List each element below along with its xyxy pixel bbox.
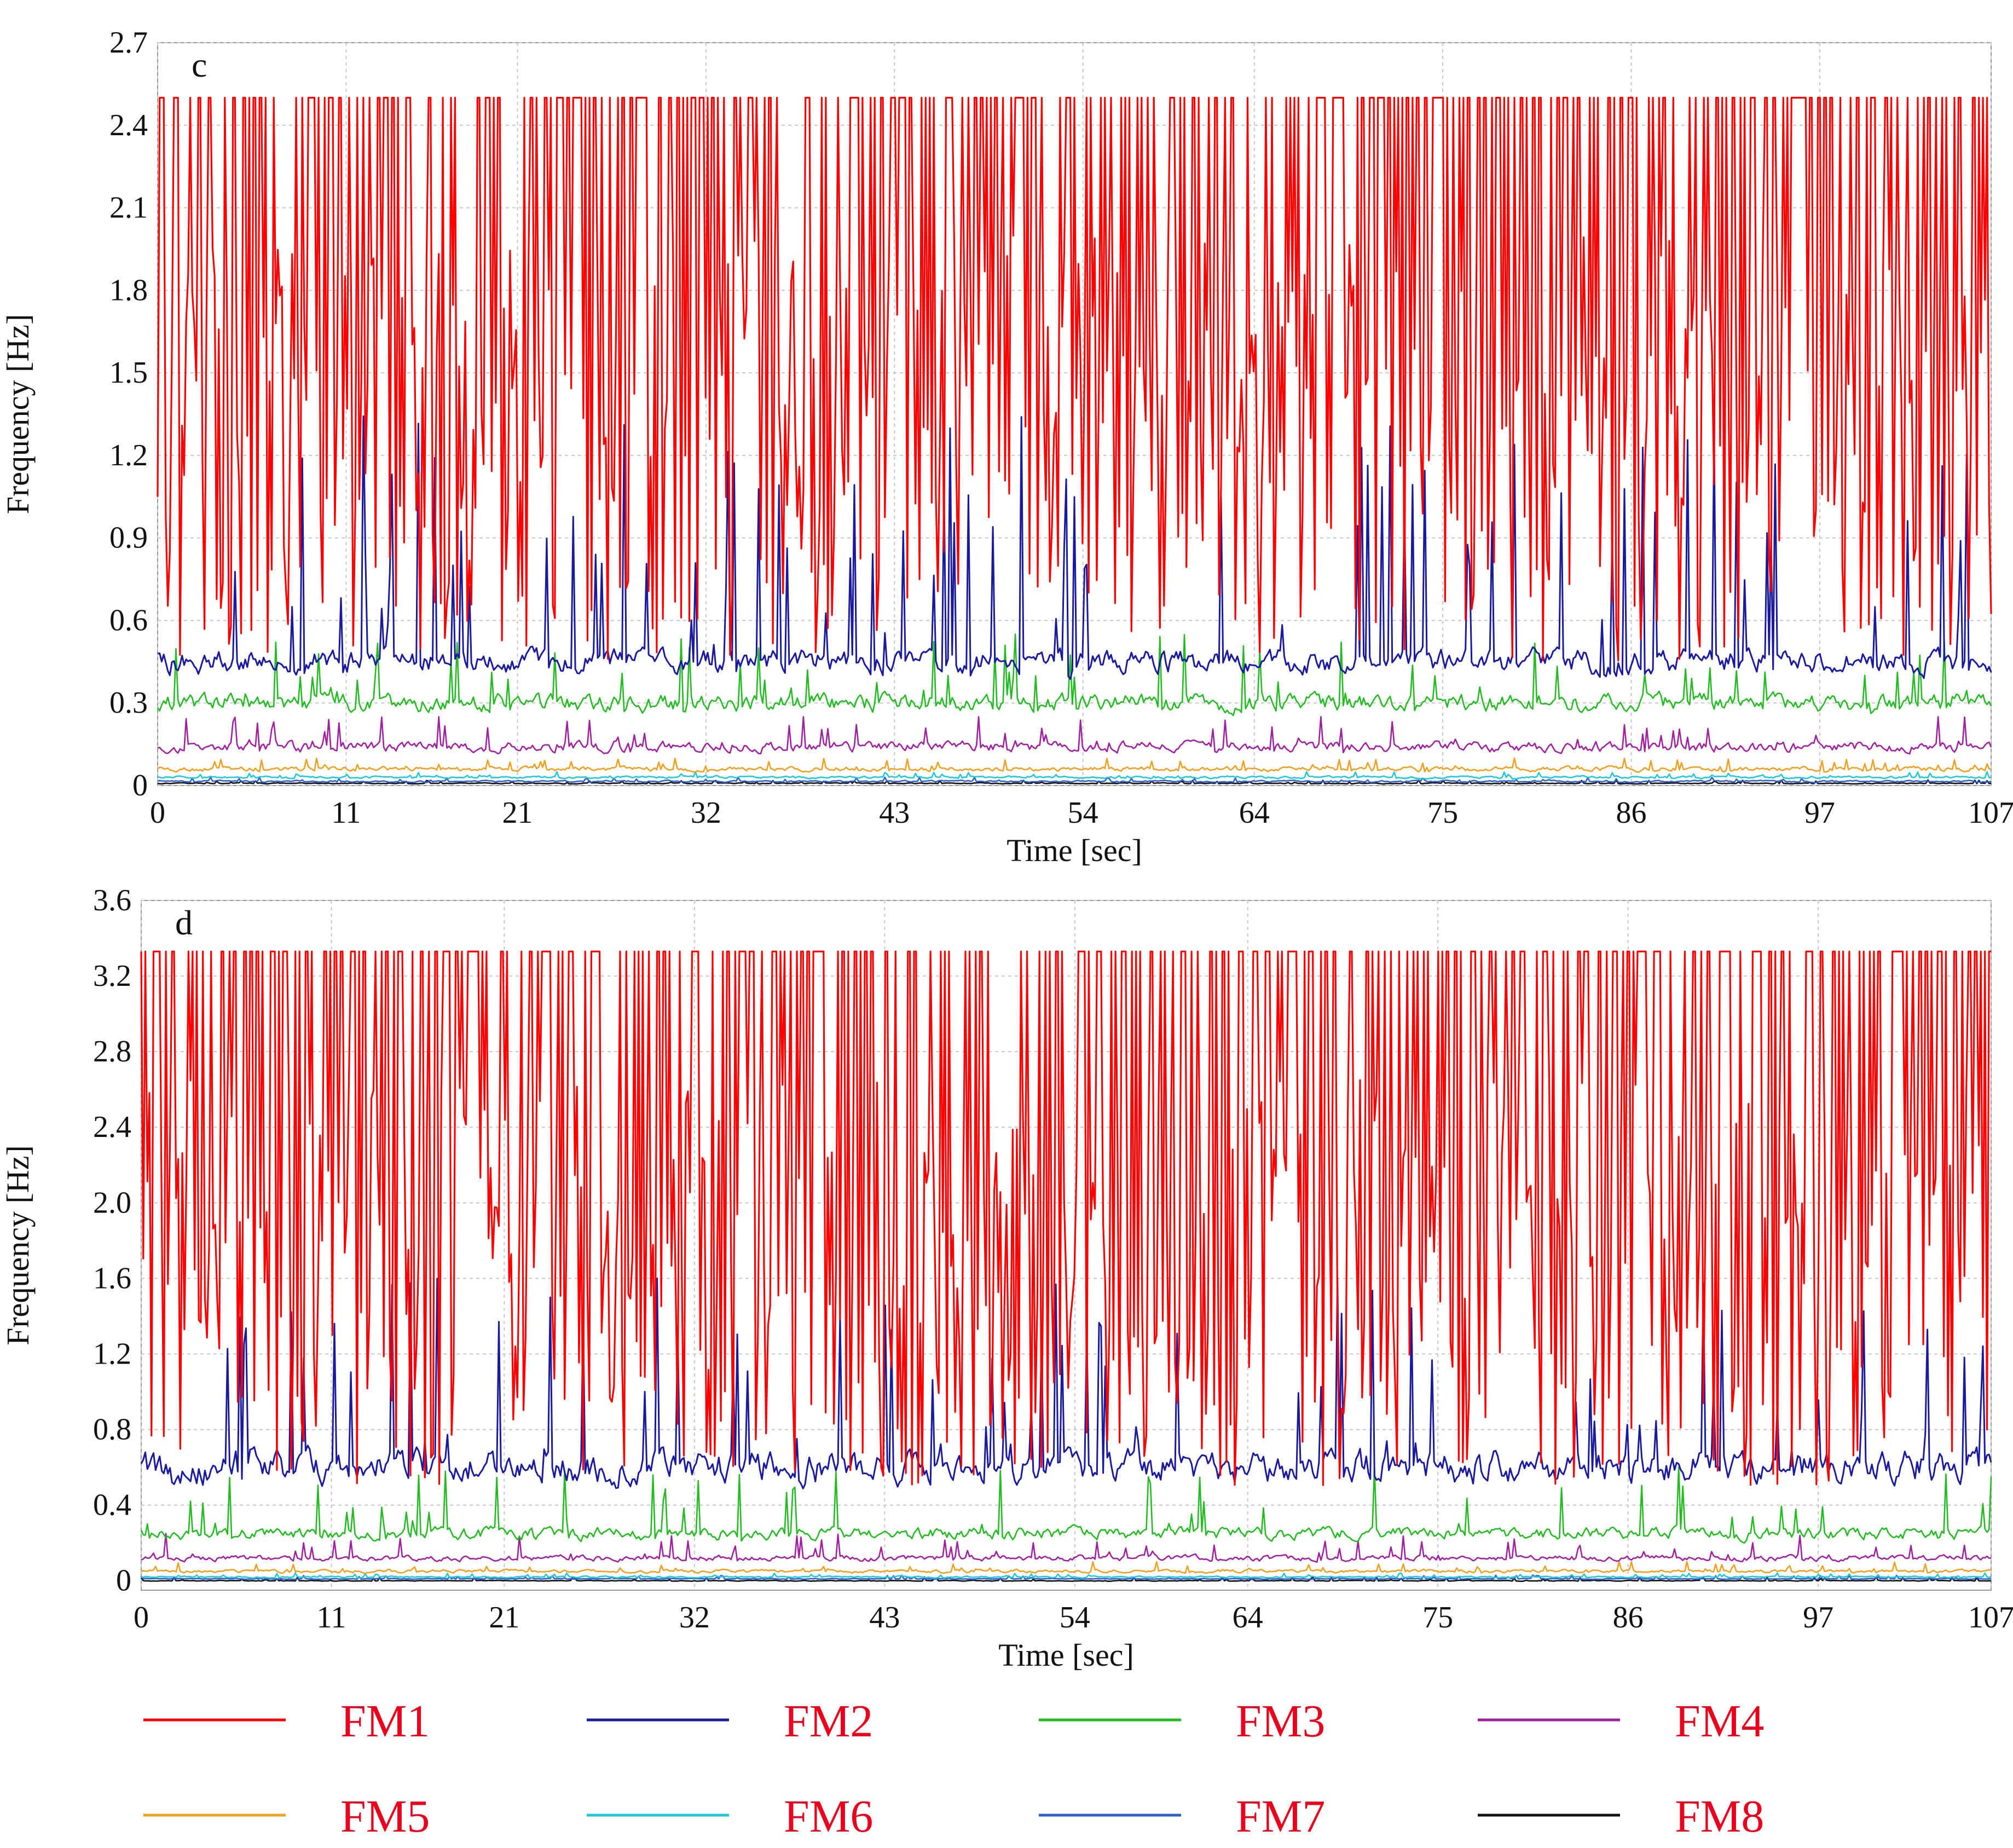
legend: FM1 FM2 FM3 FM4 FM5 FM6 FM7 FM8 (143, 1696, 1764, 1842)
x-tick-label: 32 (691, 796, 721, 830)
series-line-fm4 (141, 1533, 1992, 1563)
x-tick-label: 21 (489, 1601, 519, 1635)
y-tick-label: 0 (116, 1564, 131, 1598)
series-line-fm1 (140, 950, 1991, 1486)
x-tick-label: 54 (1068, 796, 1098, 830)
legend-label-fm7: FM7 (1236, 1791, 1325, 1842)
x-tick-label: 97 (1803, 1601, 1833, 1635)
panel-c: 0 11 21 32 43 54 64 75 86 97 107 0 0.3 0.6 0.9 1.2 1.5 1.… (0, 26, 2013, 868)
y-tick-label: 1.8 (109, 273, 148, 307)
x-tick-label: 43 (869, 1601, 900, 1635)
x-tick-label: 75 (1427, 796, 1458, 830)
legend-label-fm3: FM3 (1236, 1696, 1325, 1747)
y-tick-label: 1.2 (109, 438, 148, 472)
y-tick-label: 2.7 (109, 26, 148, 60)
panel-label: d (175, 903, 193, 942)
y-axis-label: Frequency [Hz] (0, 1145, 36, 1345)
series-line-fm5 (157, 757, 1992, 773)
y-tick-label: 3.6 (93, 883, 131, 917)
panel-label: c (192, 45, 207, 84)
legend-label-fm5: FM5 (340, 1791, 430, 1842)
panel-d: 0 11 21 32 43 54 64 75 86 97 107 0 0.4 0.8 1.2 1.6 2.0 2.… (0, 883, 2013, 1673)
x-tick-label: 107 (1968, 1601, 2013, 1635)
y-tick-label: 1.6 (93, 1261, 131, 1295)
x-tick-label: 21 (502, 796, 533, 830)
series-line-fm8 (140, 1576, 1992, 1583)
series-line-fm2 (140, 1277, 1992, 1489)
y-tick-label: 1.5 (109, 356, 148, 390)
x-tick-label: 32 (679, 1601, 710, 1635)
y-tick-label: 2.8 (93, 1035, 131, 1069)
y-axis-label: Frequency [Hz] (0, 314, 36, 515)
y-tick-label: 0.6 (109, 603, 148, 637)
legend-label-fm8: FM8 (1675, 1791, 1764, 1842)
x-tick-label: 75 (1422, 1601, 1453, 1635)
y-tick-label: 0.3 (109, 686, 148, 720)
x-tick-label: 11 (317, 1601, 346, 1635)
x-tick-label: 64 (1233, 1601, 1263, 1635)
y-tick-label: 1.2 (93, 1337, 131, 1371)
legend-label-fm6: FM6 (784, 1791, 873, 1842)
x-tick-label: 54 (1060, 1601, 1090, 1635)
y-tick-label: 0.4 (93, 1488, 131, 1522)
legend-label-fm4: FM4 (1675, 1696, 1764, 1747)
x-tick-label: 0 (134, 1601, 149, 1635)
x-tick-label: 107 (1968, 796, 2013, 830)
x-axis-label: Time [sec] (1007, 833, 1142, 868)
x-tick-label: 43 (879, 796, 910, 830)
legend-label-fm1: FM1 (340, 1696, 430, 1747)
y-tick-label: 2.4 (109, 108, 148, 142)
series-line-fm1 (157, 96, 1992, 662)
y-tick-label: 0.8 (93, 1413, 131, 1447)
y-tick-label: 2.4 (93, 1110, 131, 1144)
series-line-fm3 (140, 1466, 1992, 1544)
series-line-fm3 (157, 633, 1992, 717)
x-tick-label: 86 (1616, 796, 1647, 830)
x-tick-label: 64 (1239, 796, 1270, 830)
x-tick-label: 11 (331, 796, 361, 830)
series-line-fm5 (141, 1561, 1992, 1574)
legend-label-fm2: FM2 (784, 1696, 873, 1747)
x-tick-label: 0 (150, 796, 165, 830)
series-line-fm6 (157, 771, 1992, 780)
y-tick-label: 0.9 (109, 521, 148, 555)
y-tick-label: 0 (132, 769, 148, 802)
y-tick-label: 3.2 (93, 959, 131, 993)
series-line-fm7 (157, 776, 1992, 783)
y-tick-label: 2.1 (109, 191, 148, 225)
series-line-fm2 (157, 415, 1992, 680)
x-tick-label: 86 (1613, 1601, 1644, 1635)
series-line-fm8 (157, 779, 1992, 785)
x-tick-label: 97 (1804, 796, 1835, 830)
x-axis-label: Time [sec] (998, 1637, 1134, 1673)
y-tick-label: 2.0 (93, 1186, 131, 1220)
series-line-fm6 (141, 1572, 1992, 1579)
series-line-fm4 (157, 716, 1992, 755)
